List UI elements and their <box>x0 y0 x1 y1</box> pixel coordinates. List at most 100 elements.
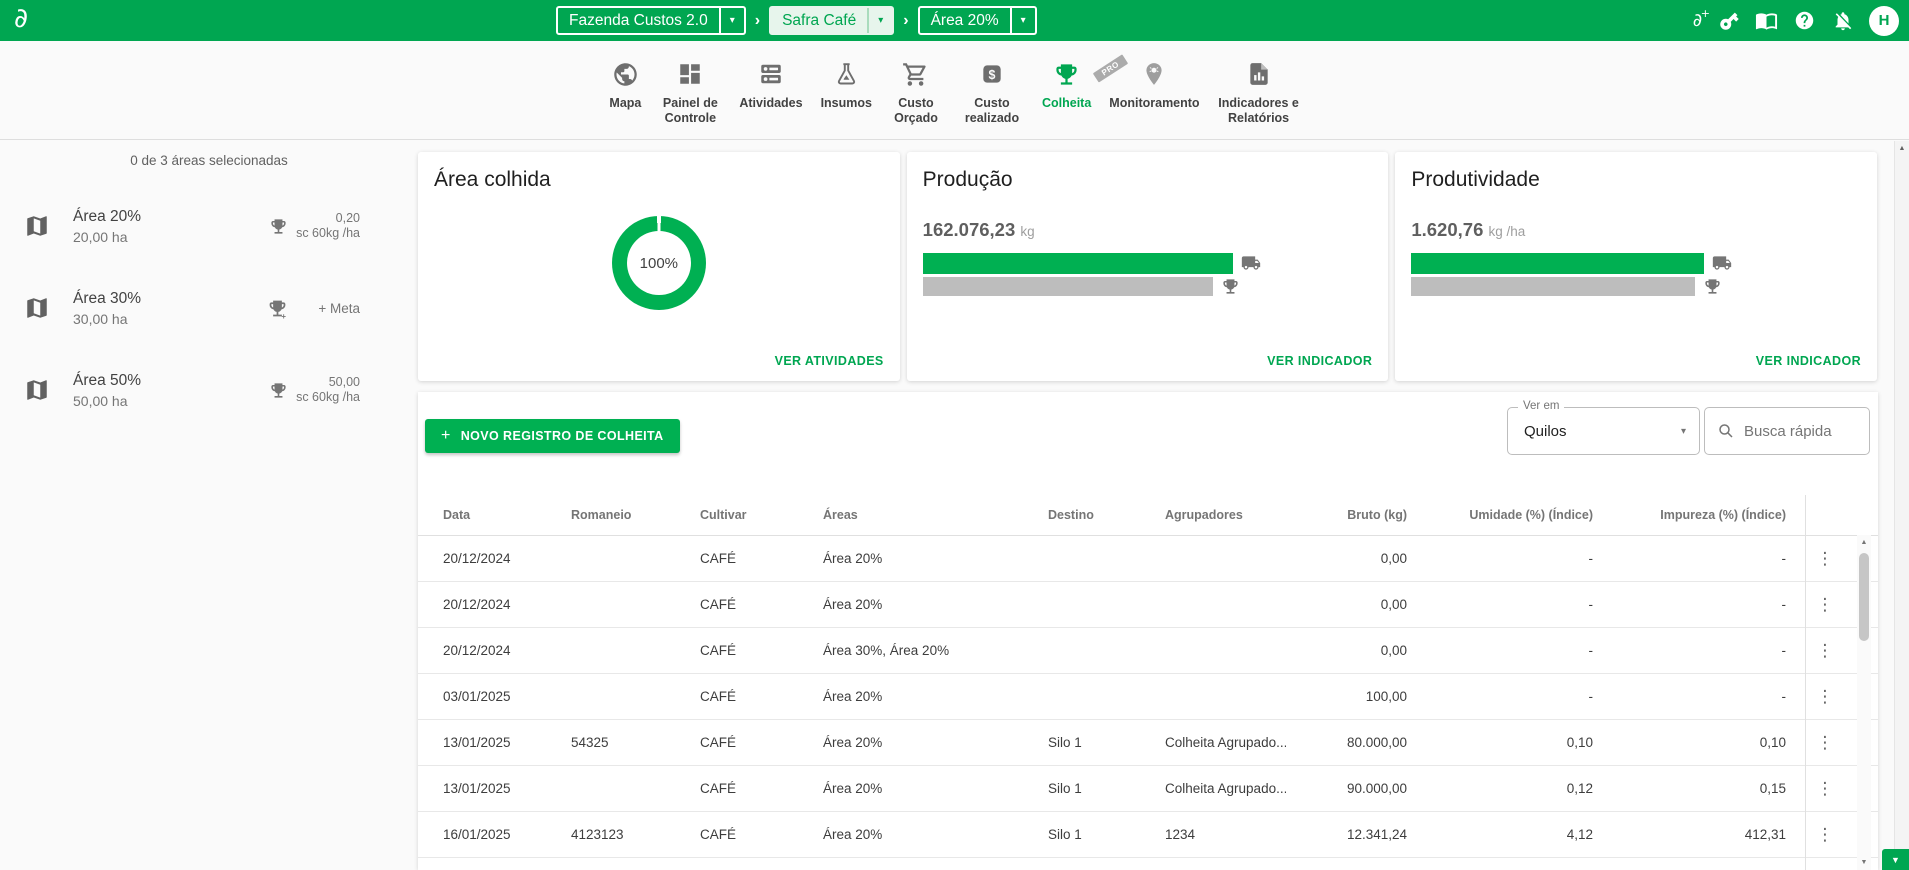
nav-item-mapa[interactable]: Mapa <box>600 41 650 139</box>
ver-indicador-link[interactable]: VER INDICADOR <box>1267 354 1372 368</box>
chevron-down-icon[interactable]: ▾ <box>867 8 892 33</box>
trophy-icon <box>1221 277 1240 296</box>
scroll-down-icon[interactable]: ▼ <box>1857 859 1871 866</box>
nav-item-custo-realizado[interactable]: $Custo realizado <box>951 41 1033 139</box>
column-header-cultivar[interactable]: Cultivar <box>700 495 823 536</box>
view-in-select[interactable]: Ver em Quilos ▾ <box>1507 407 1700 455</box>
table-cell: 20/12/2024 <box>418 536 571 582</box>
table-row[interactable]: 13/01/2025CAFÉÁrea 20%Silo 1Colheita Agr… <box>418 766 1878 812</box>
nav-label: Colheita <box>1042 96 1091 111</box>
table-row[interactable]: 20/12/2024CAFÉÁrea 20%0,00--⋮ <box>418 536 1878 582</box>
table-cell: CAFÉ <box>700 536 823 582</box>
nav-item-indicadores-e-relatorios[interactable]: Indicadores e Relatórios <box>1209 41 1309 139</box>
search-input[interactable] <box>1742 422 1857 441</box>
nav-item-custo-orcado[interactable]: Custo Orçado <box>881 41 951 139</box>
table-header-row: DataRomaneioCultivarÁreasDestinoAgrupado… <box>418 495 1878 536</box>
table-row[interactable]: 16/01/20254123123CAFÉÁrea 20%Silo 112341… <box>418 812 1878 858</box>
nav-item-monitoramento[interactable]: PROMonitoramento <box>1100 41 1208 139</box>
table-scrollbar[interactable]: ▲ ▼ <box>1857 535 1871 870</box>
area-name: Área 20% <box>73 208 141 226</box>
column-header-bruto-kg[interactable]: Bruto (kg) <box>1286 495 1407 536</box>
row-menu-button[interactable]: ⋮ <box>1817 779 1834 798</box>
map-icon <box>24 213 50 239</box>
card-producao: Produção 162.076,23 kg VER INDICADOR <box>907 152 1389 381</box>
area-selector[interactable]: Área 20% ▾ <box>918 6 1037 35</box>
trophy-icon <box>1703 277 1722 296</box>
table-cell: Área 20% <box>823 674 1048 720</box>
nav-label: Custo Orçado <box>890 96 942 126</box>
table-row[interactable]: 20/12/2024CAFÉÁrea 20%0,00--⋮ <box>418 582 1878 628</box>
book-icon[interactable] <box>1755 9 1778 32</box>
table-cell: CAFÉ <box>700 674 823 720</box>
table-cell: Colheita Agrupado... <box>1165 720 1286 766</box>
aegro-logo-icon[interactable]: ∂ <box>14 3 28 34</box>
avatar[interactable]: H <box>1869 6 1899 36</box>
main-nav: MapaPainel de ControleAtividades Insumos C… <box>0 41 1909 140</box>
production-bars <box>923 252 1373 297</box>
scroll-thumb[interactable] <box>1859 553 1869 641</box>
column-header-agrupadores[interactable]: Agrupadores <box>1165 495 1286 536</box>
chevron-down-icon[interactable]: ▾ <box>719 8 744 33</box>
table-row[interactable]: 20/12/2024CAFÉÁrea 30%, Área 20%0,00--⋮ <box>418 628 1878 674</box>
column-header-data[interactable]: Data <box>418 495 571 536</box>
add-goal-button[interactable]: ++ Meta <box>267 298 360 319</box>
table-cell <box>571 628 700 674</box>
area-size: 20,00 ha <box>73 229 141 245</box>
help-icon[interactable] <box>1793 9 1816 32</box>
row-menu-button[interactable]: ⋮ <box>1817 641 1834 660</box>
chevron-down-icon[interactable]: ▾ <box>1010 8 1035 33</box>
table-cell: Área 20% <box>823 720 1048 766</box>
table-cell: CAFÉ <box>700 720 823 766</box>
new-harvest-record-button[interactable]: + NOVO REGISTRO DE COLHEITA <box>425 419 680 453</box>
farm-selector[interactable]: Fazenda Custos 2.0 ▾ <box>556 6 746 35</box>
truck-icon <box>1241 253 1261 273</box>
scroll-up-icon[interactable]: ▲ <box>1895 145 1909 152</box>
areas-sidebar: 0 de 3 áreas selecionadas Área 20%20,00 … <box>0 141 418 870</box>
area-item-area-50[interactable]: Área 50%50,00 ha50,00sc 60kg /ha <box>0 349 418 431</box>
row-menu-button[interactable]: ⋮ <box>1817 825 1834 844</box>
nav-item-colheita[interactable]: Colheita <box>1033 41 1100 139</box>
season-selector[interactable]: Safra Café ▾ <box>769 6 894 35</box>
area-goal[interactable]: 0,20sc 60kg /ha <box>269 211 360 241</box>
nav-item-atividades[interactable]: Atividades <box>730 41 811 139</box>
search-icon <box>1717 422 1735 440</box>
map-icon <box>24 295 50 321</box>
aegro-plus-icon[interactable]: ∂+ <box>1693 10 1702 31</box>
row-menu-button[interactable]: ⋮ <box>1817 733 1834 752</box>
notifications-off-icon[interactable] <box>1831 9 1854 32</box>
column-header-areas[interactable]: Áreas <box>823 495 1048 536</box>
column-header-impureza-indice[interactable]: Impureza (%) (Índice) <box>1593 495 1786 536</box>
table-cell <box>1048 582 1165 628</box>
column-divider <box>1805 495 1806 870</box>
table-row[interactable]: 13/01/202554325CAFÉÁrea 20%Silo 1Colheit… <box>418 720 1878 766</box>
page-scrollbar[interactable]: ▲ <box>1894 141 1909 870</box>
production-value: 162.076,23 kg <box>923 219 1373 241</box>
row-menu-button[interactable]: ⋮ <box>1817 595 1834 614</box>
nav-item-insumos[interactable]: Insumos <box>812 41 881 139</box>
table-cell: 12.341,24 <box>1286 812 1407 858</box>
table-cell <box>1165 536 1286 582</box>
column-header-destino[interactable]: Destino <box>1048 495 1165 536</box>
ver-atividades-link[interactable]: VER ATIVIDADES <box>775 354 884 368</box>
nav-item-painel-de-controle[interactable]: Painel de Controle <box>650 41 730 139</box>
top-header: ∂ Fazenda Custos 2.0 ▾ › Safra Café ▾ › … <box>0 0 1909 41</box>
nav-label: Insumos <box>821 96 872 111</box>
table-cell: 0,00 <box>1286 628 1407 674</box>
app-window: ∂ Fazenda Custos 2.0 ▾ › Safra Café ▾ › … <box>0 0 1909 870</box>
column-header-romaneio[interactable]: Romaneio <box>571 495 700 536</box>
area-item-area-20[interactable]: Área 20% 20,00 ha 0,20sc 60kg /ha <box>0 185 418 267</box>
area-goal[interactable]: 50,00sc 60kg /ha <box>269 375 360 405</box>
ver-indicador-link[interactable]: VER INDICADOR <box>1756 354 1861 368</box>
scroll-up-icon[interactable]: ▲ <box>1857 539 1871 546</box>
column-header-umidade-indice[interactable]: Umidade (%) (Índice) <box>1407 495 1593 536</box>
table-cell: CAFÉ <box>700 812 823 858</box>
table-cell: CAFÉ <box>700 582 823 628</box>
key-icon[interactable] <box>1717 9 1740 32</box>
table-row[interactable]: 03/01/2025CAFÉÁrea 20%100,00--⋮ <box>418 674 1878 720</box>
area-item-area-30[interactable]: Área 30%30,00 ha++ Meta <box>0 267 418 349</box>
row-menu-button[interactable]: ⋮ <box>1817 687 1834 706</box>
dollar-icon: $ <box>979 61 1005 87</box>
table-cell: 4123123 <box>571 812 700 858</box>
row-menu-button[interactable]: ⋮ <box>1817 549 1834 568</box>
scroll-to-bottom-fab[interactable]: ▼ <box>1882 849 1909 870</box>
